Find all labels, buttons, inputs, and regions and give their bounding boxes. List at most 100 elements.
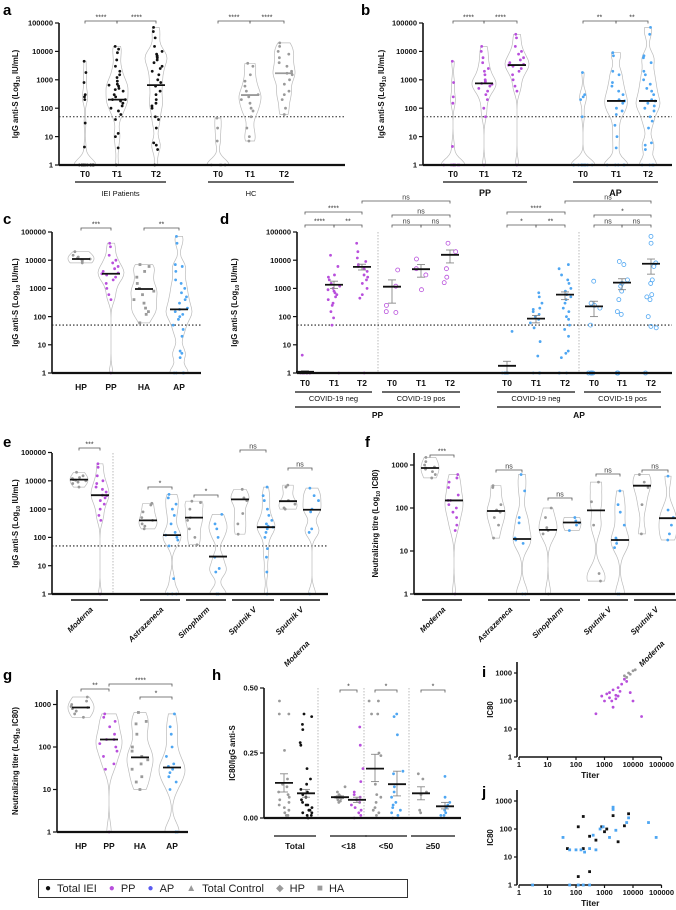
data-point (447, 486, 450, 489)
significance-bracket (239, 449, 267, 453)
y-label-text: IC80 (486, 701, 495, 718)
data-point (611, 805, 615, 809)
data-point (576, 883, 580, 887)
data-point (117, 109, 120, 113)
data-point (168, 725, 172, 729)
data-point (390, 811, 394, 815)
data-point (175, 536, 179, 539)
data-point (175, 241, 179, 245)
data-point (140, 516, 144, 520)
y-tick-label: 1000 (29, 284, 46, 293)
panel-i: i 1 10 100 1000 1 10 100 1000 10000 100000 Titer IC8… (482, 662, 674, 780)
data-point (650, 119, 654, 123)
group-3 (570, 71, 596, 167)
y-tick-label: 0.50 (243, 684, 258, 693)
data-point (456, 493, 460, 497)
data-point (117, 47, 120, 51)
data-point (600, 825, 604, 829)
data-point (362, 267, 366, 271)
data-point (519, 473, 523, 476)
data-point (648, 82, 652, 86)
vaccine-label: Sputnik V (227, 604, 259, 636)
data-point (178, 356, 182, 360)
data-point (610, 699, 614, 703)
data-point (627, 812, 630, 816)
group-category-label: <18 (341, 841, 356, 851)
data-point (492, 516, 496, 519)
data-point (135, 732, 139, 736)
data-point (591, 278, 597, 284)
data-point (567, 282, 571, 285)
data-point (175, 234, 178, 238)
data-point (180, 265, 184, 268)
data-point (195, 543, 199, 547)
data-point (147, 310, 150, 314)
panel-letter: g (3, 667, 12, 684)
data-point (608, 836, 611, 839)
data-point (515, 89, 519, 93)
group-1 (297, 712, 315, 820)
vaccine-label: Moderna (637, 639, 667, 669)
group-2 (126, 711, 154, 791)
significance-label: ns (432, 219, 440, 226)
data-point (360, 293, 364, 297)
data-point (482, 106, 486, 110)
vaccine-label: Moderna (282, 639, 312, 669)
data-point (244, 89, 248, 93)
data-point (213, 522, 217, 526)
data-point (85, 695, 89, 699)
data-point (71, 253, 75, 257)
data-point (510, 329, 514, 333)
data-point (265, 522, 268, 526)
significance-label: *** (438, 449, 446, 456)
data-point (283, 811, 287, 815)
significance-bracket (641, 469, 669, 473)
y-label-text: IgG anti-S (Log (11, 512, 20, 568)
y-tick-label: 100000 (28, 19, 53, 28)
data-point (102, 755, 105, 758)
group-label: PP (105, 382, 117, 392)
data-point (666, 508, 670, 512)
data-point (600, 694, 604, 698)
data-point (650, 89, 654, 93)
group-0 (73, 59, 97, 167)
vaccine-label: Moderna (418, 605, 448, 635)
group-category-label: Total (285, 841, 305, 851)
data-point (628, 691, 632, 694)
data-point (154, 93, 158, 97)
significance-label: ns (249, 444, 257, 451)
data-point (625, 277, 630, 283)
group-label: HA (134, 841, 146, 851)
data-point (157, 73, 161, 77)
violin-shape (67, 696, 95, 718)
data-point (283, 749, 286, 752)
data-point (113, 44, 117, 48)
data-point (83, 98, 87, 102)
y-tick-label: 0.25 (243, 749, 258, 758)
significance-bracket (333, 224, 363, 228)
data-point (114, 275, 118, 279)
data-point (646, 101, 650, 105)
data-point (538, 306, 542, 310)
group-category-label: <50 (379, 841, 394, 851)
y-tick-label: 1000 (495, 797, 512, 806)
data-point (486, 67, 490, 70)
y-tick-label: 1000 (34, 700, 51, 709)
data-point (105, 287, 109, 290)
data-point (277, 56, 281, 60)
data-point (377, 751, 381, 755)
group-2 (504, 32, 530, 167)
y-tick-label: 100000 (21, 228, 46, 237)
group-label: T1 (617, 378, 627, 388)
y-tick-label: 1 (508, 881, 512, 890)
data-point (286, 793, 290, 796)
data-point (181, 312, 185, 316)
data-point (647, 297, 653, 303)
data-point (560, 273, 563, 277)
data-point (135, 282, 139, 285)
data-point (83, 93, 87, 97)
data-point (305, 814, 309, 817)
data-point (566, 278, 570, 282)
data-point (156, 148, 160, 151)
data-point (536, 354, 540, 358)
